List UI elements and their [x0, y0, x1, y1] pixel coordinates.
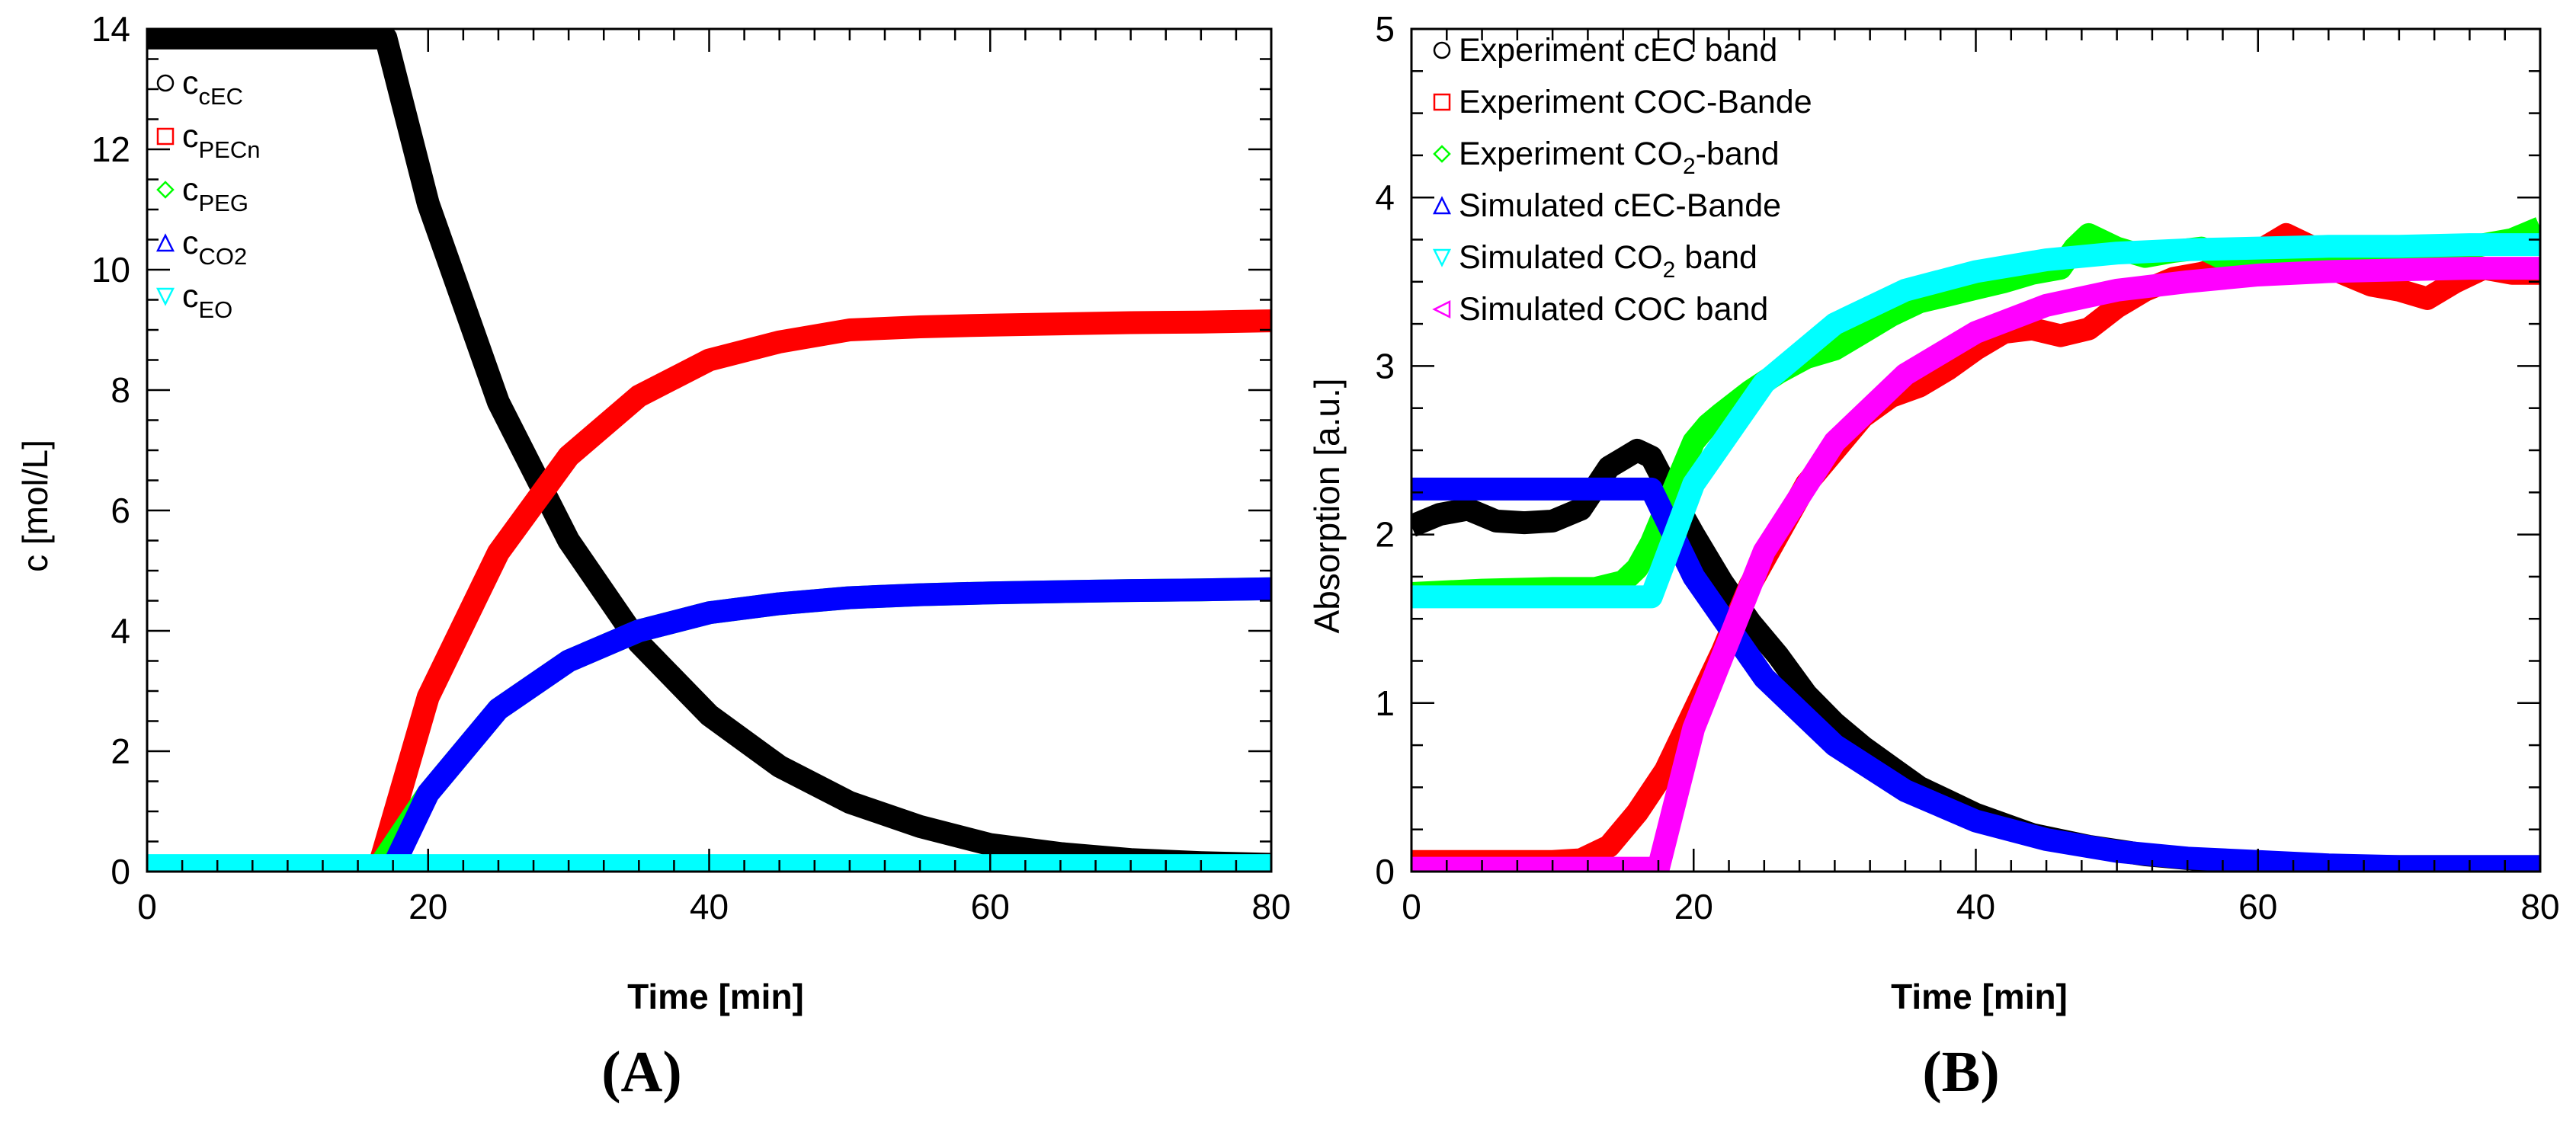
panel-a-x-tick-label: 40: [690, 887, 729, 926]
panel-a-label: (A): [601, 1040, 682, 1104]
panel-b-x-tick-label: 40: [1956, 887, 1995, 926]
panel-a-xlabel: Time [min]: [627, 977, 804, 1016]
panel-b-legend-label: Simulated COC band: [1459, 291, 1768, 328]
panel-b-ylabel: Absorption [a.u.]: [1307, 379, 1347, 634]
panel-a-ylabel: c [mol/L]: [15, 440, 55, 572]
panel-b-legend-item: Experiment cEC band: [1433, 32, 1777, 69]
panel-b-x-tick-label: 0: [1402, 887, 1421, 926]
panel-b-series-line-3: [1411, 477, 2540, 872]
panel-a-y-tick-label: 14: [91, 9, 130, 49]
panel-b-legend-item: Experiment CO2-band: [1433, 136, 1780, 179]
panel-b-series-line-5: [1411, 257, 2540, 872]
panel-b-y-tick-label: 0: [1375, 852, 1395, 891]
panel-a-legend-label: cPEG: [182, 171, 248, 216]
panel-b-chart: Time [min] Absorption [a.u.] (B) 0 20 40 60…: [1307, 9, 2560, 1104]
panel-a-y-tick-label: 10: [91, 250, 130, 290]
panel-b-legend-label: Experiment CO2-band: [1459, 136, 1780, 179]
panel-a-legend-marker-triangle-down: [155, 287, 175, 306]
panel-b-legend-label: Experiment cEC band: [1459, 32, 1777, 69]
panel-b-legend-item: Experiment COC-Bande: [1433, 84, 1812, 120]
panel-a-y-tick-label: 6: [111, 491, 130, 530]
panel-b-y-tick-label: 2: [1375, 515, 1395, 555]
panel-b-legend-item: Simulated CO2 band: [1432, 239, 1757, 283]
panel-b-y-tick-label: 4: [1375, 178, 1395, 217]
panel-b-series-line-1: [1411, 222, 2540, 872]
panel-a-chart: Time [min] c [mol/L] (A) 0 20 40 60 80 0 2 4 6 8 1…: [15, 9, 1291, 1104]
panel-b-xlabel: Time [min]: [1891, 977, 2068, 1016]
panel-a-x-tick-label: 20: [409, 887, 447, 926]
panel-b-legend-marker-square: [1433, 93, 1451, 111]
panel-a-y-tick-label: 0: [111, 852, 130, 891]
panel-b-label: (B): [1922, 1040, 1999, 1104]
panel-b-legend-marker-circle: [1433, 41, 1451, 59]
panel-b-legend-marker-diamond: [1433, 145, 1451, 163]
panel-a-legend-item: cEO: [155, 278, 232, 323]
panel-b-legend-item: Simulated COC band: [1432, 291, 1768, 328]
panel-a-y-tick-label: 4: [111, 611, 130, 651]
panel-b-legend-label: Simulated CO2 band: [1459, 239, 1757, 283]
panel-a-legend-label: cPECn: [182, 118, 260, 163]
panel-a-legend-marker-square: [156, 127, 175, 146]
panel-a-legend-item: ccEC: [156, 65, 243, 110]
panel-a-y-tick-label: 8: [111, 370, 130, 410]
panel-a-x-tick-label: 60: [971, 887, 1010, 926]
panel-b-legend: Experiment cEC band Experiment COC-Bande E…: [1432, 32, 1812, 328]
panel-b-x-tick-label: 60: [2238, 887, 2277, 926]
panel-a-legend-marker-diamond: [156, 181, 175, 199]
panel-a-legend-item: cPECn: [156, 118, 260, 163]
panel-b-x-tick-label: 80: [2520, 887, 2559, 926]
panel-b-legend-marker-triangle-up: [1432, 196, 1452, 215]
panel-a-y-tick-label: 2: [111, 731, 130, 771]
panel-b-y-tick-label: 1: [1375, 683, 1395, 723]
panel-b-series-line-4: [1411, 233, 2540, 609]
panel-a-x-tick-label: 0: [137, 887, 157, 926]
panel-a-legend-item: cPEG: [156, 171, 248, 216]
panel-a-y-tick-label: 12: [91, 130, 130, 169]
panel-a-legend-label: cCO2: [182, 225, 247, 270]
panel-a-legend-item: cCO2: [155, 225, 247, 270]
panel-a-x-tick-label: 80: [1251, 887, 1290, 926]
panel-a-legend-label: ccEC: [182, 65, 243, 110]
panel-b-legend-item: Simulated cEC-Bande: [1432, 187, 1781, 224]
panel-b-series-group: [1411, 217, 2540, 872]
panel-b-legend-marker-triangle-down: [1432, 248, 1452, 267]
panel-b-y-tick-label: 3: [1375, 346, 1395, 386]
panel-a-legend-marker-circle: [156, 74, 175, 92]
panel-a-legend-label: cEO: [182, 278, 232, 323]
panel-a-legend-marker-triangle-up: [155, 233, 175, 252]
panel-a-legend: ccEC cPECn cPEG cCO2 cEO: [155, 65, 260, 323]
panel-b-x-tick-label: 20: [1674, 887, 1713, 926]
panel-b-y-tick-label: 5: [1375, 9, 1395, 49]
panel-b-legend-marker-triangle-left: [1432, 299, 1451, 319]
panel-b-legend-label: Simulated cEC-Bande: [1459, 187, 1781, 224]
panel-b-legend-label: Experiment COC-Bande: [1459, 84, 1812, 120]
